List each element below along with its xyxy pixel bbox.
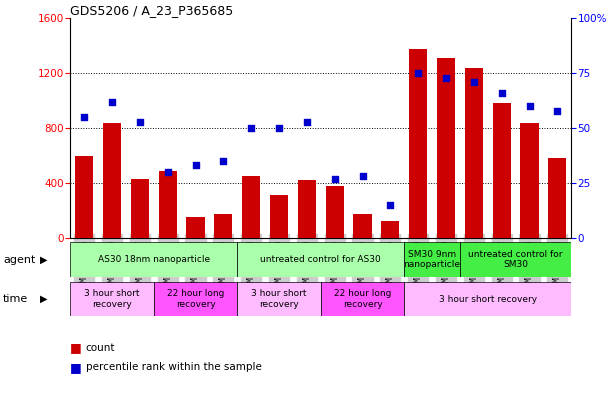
Bar bbox=[237, 242, 404, 277]
Point bbox=[274, 125, 284, 131]
Text: 3 hour short
recovery: 3 hour short recovery bbox=[84, 289, 140, 309]
Bar bbox=[409, 49, 427, 238]
Point bbox=[413, 70, 423, 76]
Text: count: count bbox=[86, 343, 115, 353]
Bar bbox=[404, 242, 460, 277]
Bar bbox=[154, 282, 237, 316]
Bar bbox=[354, 214, 371, 238]
Text: ▶: ▶ bbox=[40, 294, 48, 304]
Text: ▶: ▶ bbox=[40, 255, 48, 265]
Bar bbox=[404, 282, 571, 316]
Bar bbox=[521, 123, 538, 238]
Point bbox=[302, 118, 312, 125]
Text: SM30 9nm
nanoparticle: SM30 9nm nanoparticle bbox=[404, 250, 461, 270]
Text: AS30 18nm nanoparticle: AS30 18nm nanoparticle bbox=[98, 255, 210, 264]
Bar bbox=[70, 242, 237, 277]
Point bbox=[357, 173, 367, 180]
Text: 3 hour short
recovery: 3 hour short recovery bbox=[251, 289, 307, 309]
Bar bbox=[492, 103, 511, 238]
Bar bbox=[214, 215, 232, 238]
Bar bbox=[103, 123, 121, 238]
Point bbox=[246, 125, 256, 131]
Bar bbox=[159, 171, 177, 238]
Bar bbox=[270, 195, 288, 238]
Text: ■: ■ bbox=[70, 361, 82, 374]
Point bbox=[330, 175, 340, 182]
Point bbox=[191, 162, 200, 169]
Point bbox=[163, 169, 172, 175]
Point bbox=[441, 75, 451, 81]
Bar bbox=[381, 221, 400, 238]
Text: 22 hour long
recovery: 22 hour long recovery bbox=[334, 289, 391, 309]
Point bbox=[107, 99, 117, 105]
Bar bbox=[298, 180, 316, 238]
Bar bbox=[70, 282, 154, 316]
Bar bbox=[548, 158, 566, 238]
Point bbox=[469, 79, 479, 85]
Point bbox=[219, 158, 229, 164]
Text: untreated control for
SM30: untreated control for SM30 bbox=[469, 250, 563, 270]
Point bbox=[552, 107, 562, 114]
Point bbox=[135, 118, 145, 125]
Text: GDS5206 / A_23_P365685: GDS5206 / A_23_P365685 bbox=[70, 4, 233, 17]
Text: percentile rank within the sample: percentile rank within the sample bbox=[86, 362, 262, 373]
Point bbox=[497, 90, 507, 96]
Text: 22 hour long
recovery: 22 hour long recovery bbox=[167, 289, 224, 309]
Text: 3 hour short recovery: 3 hour short recovery bbox=[439, 295, 537, 303]
Text: time: time bbox=[3, 294, 28, 304]
Bar bbox=[465, 68, 483, 238]
Point bbox=[386, 202, 395, 208]
Bar bbox=[75, 156, 93, 238]
Bar bbox=[237, 282, 321, 316]
Text: untreated control for AS30: untreated control for AS30 bbox=[260, 255, 381, 264]
Point bbox=[79, 114, 89, 120]
Bar bbox=[437, 58, 455, 238]
Bar bbox=[326, 185, 344, 238]
Text: ■: ■ bbox=[70, 341, 82, 354]
Bar bbox=[460, 242, 571, 277]
Text: agent: agent bbox=[3, 255, 35, 265]
Bar bbox=[321, 282, 404, 316]
Bar bbox=[242, 176, 260, 238]
Bar bbox=[186, 217, 205, 238]
Point bbox=[525, 103, 535, 109]
Bar bbox=[131, 179, 149, 238]
